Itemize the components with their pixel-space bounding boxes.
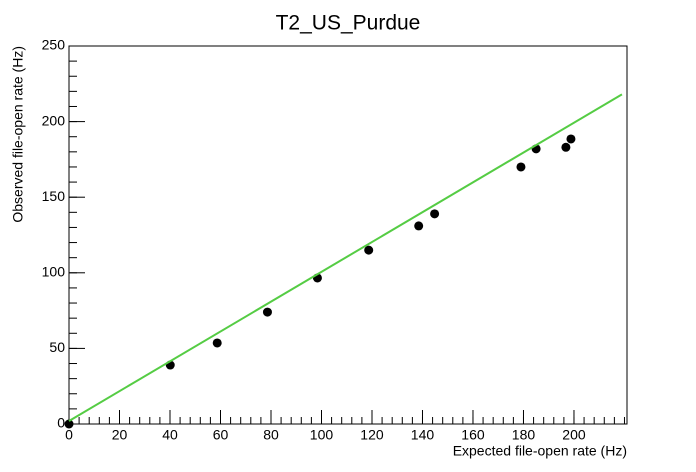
data-point	[566, 134, 576, 144]
y-tick-label: 200	[42, 112, 66, 128]
frame	[68, 45, 628, 425]
y-axis-label: Observed file-open rate (Hz)	[10, 46, 26, 223]
y-tick-label: 0	[57, 415, 65, 431]
x-tick-label: 160	[461, 427, 485, 443]
data-point	[414, 221, 424, 231]
x-tick-label: 40	[162, 427, 178, 443]
y-tick-label: 100	[42, 264, 66, 280]
fit-line	[68, 93, 623, 422]
x-tick-label: 20	[112, 427, 128, 443]
data-point	[561, 142, 571, 152]
x-tick-label: 60	[213, 427, 229, 443]
data-point	[212, 338, 222, 348]
y-tick-label: 250	[42, 37, 66, 53]
data-point	[364, 245, 374, 255]
chart-title: T2_US_Purdue	[276, 12, 421, 35]
x-axis-label: Expected file-open rate (Hz)	[453, 443, 627, 459]
data-point	[64, 419, 74, 429]
x-tick-label: 100	[310, 427, 334, 443]
x-tick-label: 0	[65, 427, 73, 443]
data-point	[262, 307, 272, 317]
x-tick-label: 200	[562, 427, 586, 443]
x-tick-label: 120	[360, 427, 384, 443]
x-tick-label: 140	[411, 427, 435, 443]
data-point	[430, 209, 440, 219]
data-point	[516, 162, 526, 172]
x-tick-label: 180	[512, 427, 536, 443]
y-tick-label: 50	[49, 339, 65, 355]
y-tick-label: 150	[42, 188, 66, 204]
x-tick-label: 80	[263, 427, 279, 443]
